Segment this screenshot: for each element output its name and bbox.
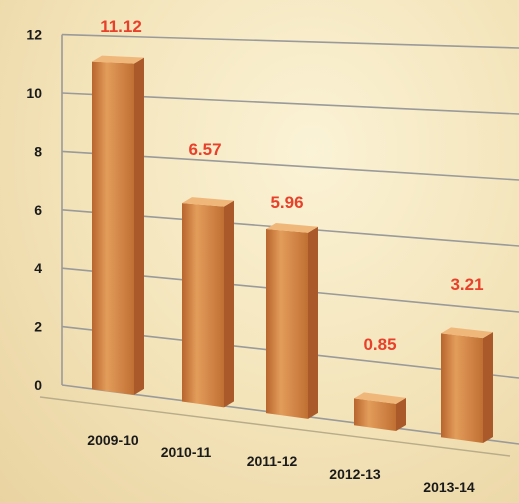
bar-top (441, 327, 493, 339)
labels: 11.12 2009-10 6.57 2010-11 5.96 2011-12 0.85 20… (87, 17, 483, 495)
data-label: 6.57 (188, 140, 221, 159)
y-tick-label: 12 (26, 27, 42, 43)
x-tick-label: 2011-12 (247, 453, 298, 469)
x-tick-label: 2013-14 (423, 479, 475, 495)
floor-edge (39, 396, 511, 457)
bar-side (224, 200, 234, 408)
x-tick-label: 2009-10 (87, 432, 139, 448)
bar (182, 203, 224, 408)
gridline (61, 33, 519, 49)
y-tick-label: 0 (34, 377, 42, 393)
bar-top (182, 197, 234, 207)
x-tick-label: 2010-11 (161, 444, 212, 460)
y-axis: 0 2 4 6 8 10 12 (26, 27, 511, 457)
data-label: 0.85 (363, 335, 396, 354)
y-tick-label: 10 (26, 85, 42, 101)
y-tick-label: 2 (34, 319, 42, 335)
bar-side (308, 226, 318, 419)
data-label: 3.21 (450, 275, 483, 294)
bar (92, 61, 134, 395)
bar-side (134, 57, 144, 395)
y-tick-label: 8 (34, 143, 42, 159)
bar (266, 228, 308, 419)
bar-side (483, 332, 493, 444)
data-label: 11.12 (100, 17, 142, 36)
bar-side (396, 397, 406, 432)
bars (92, 55, 493, 444)
bar (354, 398, 396, 432)
x-tick-label: 2012-13 (329, 466, 381, 482)
bar (441, 333, 483, 444)
data-label: 5.96 (270, 193, 303, 212)
y-tick-label: 6 (34, 202, 42, 218)
bar-top (92, 55, 144, 64)
bar-top (266, 222, 318, 233)
bar-top (354, 392, 406, 404)
y-tick-label: 4 (34, 260, 42, 276)
